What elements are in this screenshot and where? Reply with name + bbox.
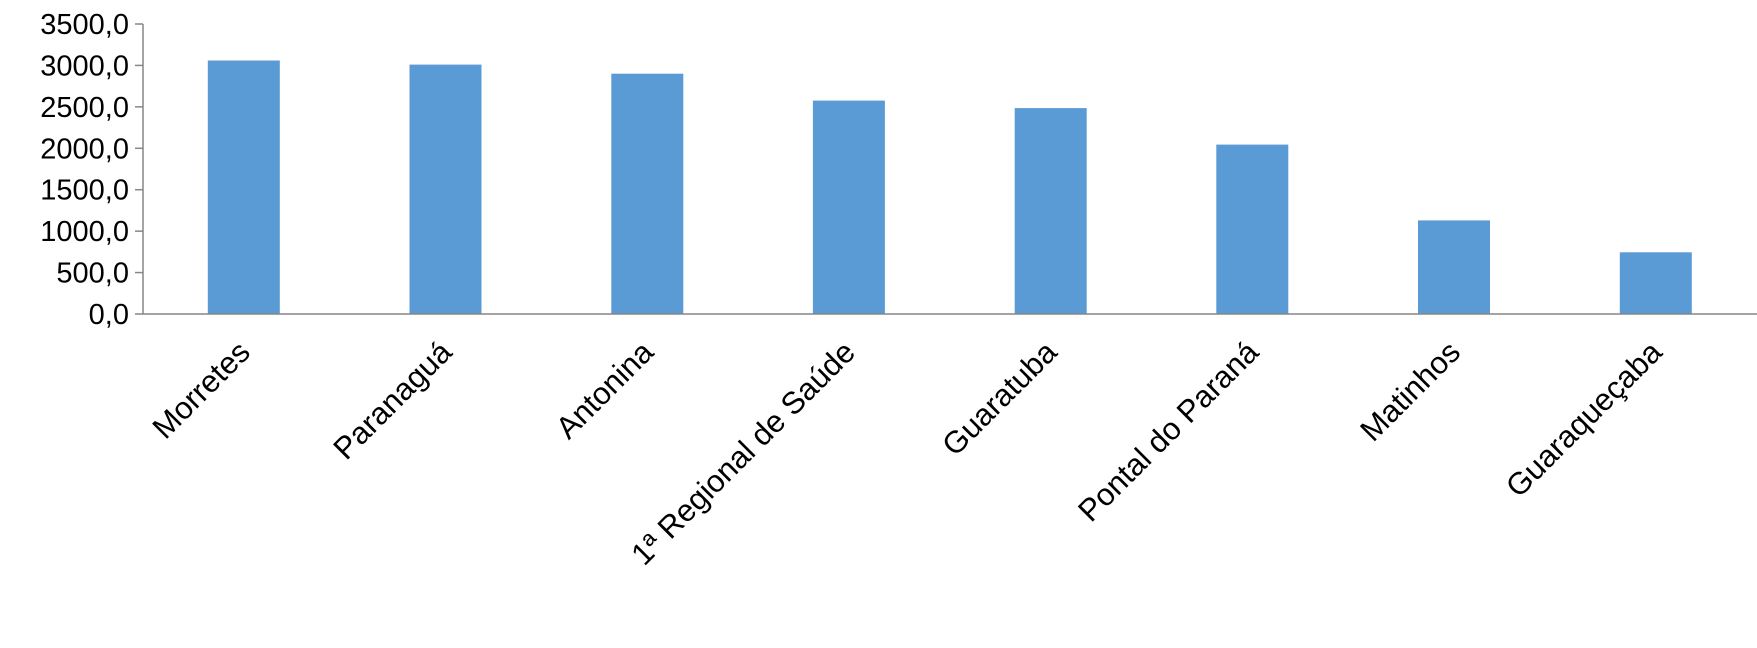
y-tick-label: 0,0 (89, 299, 129, 331)
bar-3 (812, 100, 885, 314)
x-category-label: Matinhos (1353, 334, 1467, 448)
y-tick-label: 500,0 (56, 258, 129, 290)
bar-7 (1619, 252, 1692, 314)
x-category-label: Paranaguá (326, 334, 459, 467)
y-tick-label: 1000,0 (40, 216, 129, 248)
bar-0 (207, 60, 280, 314)
y-tick-label: 3000,0 (40, 50, 129, 82)
y-tick-label: 1500,0 (40, 175, 129, 207)
bar-6 (1418, 220, 1490, 314)
bar-5 (1216, 144, 1289, 314)
y-tick-label: 3500,0 (40, 9, 129, 41)
y-tick-label: 2500,0 (40, 92, 129, 124)
x-category-label: Guaraqueçaba (1499, 334, 1669, 504)
x-category-label: Morretes (146, 334, 257, 445)
bar-1 (409, 64, 482, 314)
bars-group (207, 60, 1692, 314)
y-axis: 0,0 500,0 1000,0 1500,0 2000,0 2500,0 3000,0 35… (40, 9, 144, 331)
bar-4 (1014, 108, 1087, 314)
y-tick-label: 2000,0 (40, 133, 129, 165)
x-category-label: 1ª Regional de Saúde (624, 334, 862, 572)
bar-2 (611, 73, 684, 314)
x-category-label: Guaratuba (935, 334, 1064, 463)
x-category-label: Antonina (549, 334, 661, 446)
x-category-label: Pontal do Paraná (1071, 334, 1266, 529)
